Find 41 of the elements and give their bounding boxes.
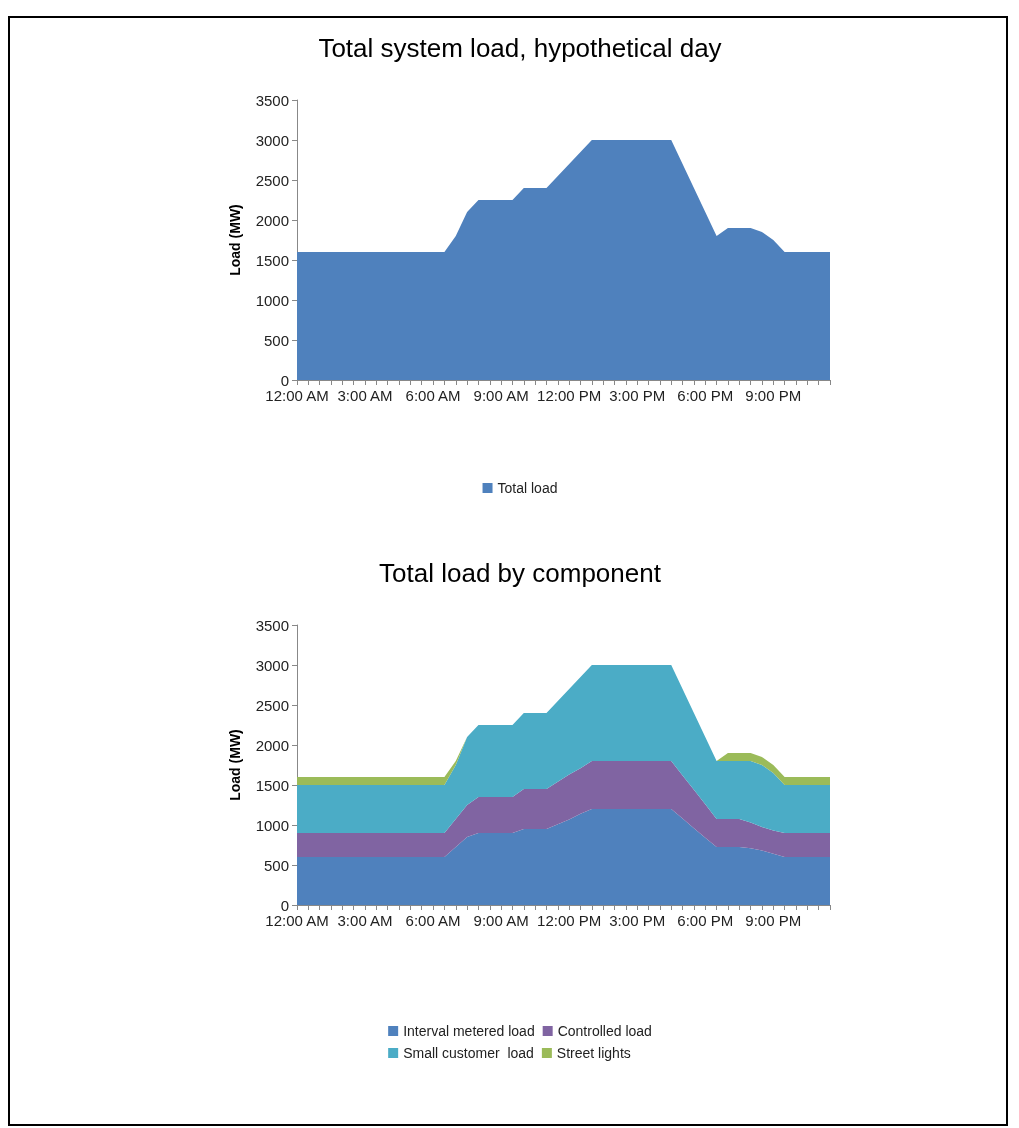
y-tick-label: 2000 <box>255 211 289 229</box>
y-tick-label: 3000 <box>255 656 289 674</box>
legend-label: Controlled load <box>557 1023 652 1039</box>
x-tick-label: 6:00 PM <box>677 912 734 929</box>
x-tick-label: 12:00 AM <box>265 912 329 929</box>
y-axis-title: Load (MW) <box>227 204 243 276</box>
y-tick-label: 3500 <box>255 616 289 634</box>
x-tick-label: 6:00 AM <box>405 387 461 404</box>
y-tick-label: 0 <box>280 896 289 914</box>
x-tick-label: 9:00 AM <box>473 912 529 929</box>
x-tick-label: 6:00 PM <box>677 387 734 404</box>
y-tick-label: 3500 <box>255 91 289 109</box>
x-tick-label: 3:00 AM <box>337 387 393 404</box>
y-tick-label: 3000 <box>255 131 289 149</box>
x-tick-label: 9:00 AM <box>473 387 529 404</box>
x-tick-label: 3:00 AM <box>337 912 393 929</box>
y-tick-label: 2500 <box>255 171 289 189</box>
y-tick-label: 1000 <box>255 816 289 834</box>
legend-label: Small customer load <box>403 1045 534 1061</box>
x-tick-label: 12:00 AM <box>265 387 329 404</box>
y-tick-label: 0 <box>280 371 289 389</box>
x-tick-label: 3:00 PM <box>609 387 666 404</box>
x-tick-label: 9:00 PM <box>745 387 802 404</box>
x-tick-label: 6:00 AM <box>405 912 461 929</box>
y-tick-label: 2000 <box>255 736 289 754</box>
y-tick-label: 1500 <box>255 251 289 269</box>
x-tick-label: 12:00 PM <box>537 387 602 404</box>
y-axis-title: Load (MW) <box>227 729 243 801</box>
legend-label: Interval metered load <box>403 1023 535 1039</box>
legend-label: Total load <box>497 480 558 496</box>
x-tick-label: 12:00 PM <box>537 912 602 929</box>
x-tick-label: 9:00 PM <box>745 912 802 929</box>
y-tick-label: 500 <box>263 331 289 349</box>
y-tick-label: 2500 <box>255 696 289 714</box>
y-tick-label: 1000 <box>255 291 289 309</box>
y-tick-label: 1500 <box>255 776 289 794</box>
chart-title: Total system load, hypothetical day <box>318 33 722 63</box>
legend-label: Street lights <box>556 1045 631 1061</box>
x-tick-label: 3:00 PM <box>609 912 666 929</box>
chart-title: Total load by component <box>379 558 662 588</box>
y-tick-label: 500 <box>263 856 289 874</box>
